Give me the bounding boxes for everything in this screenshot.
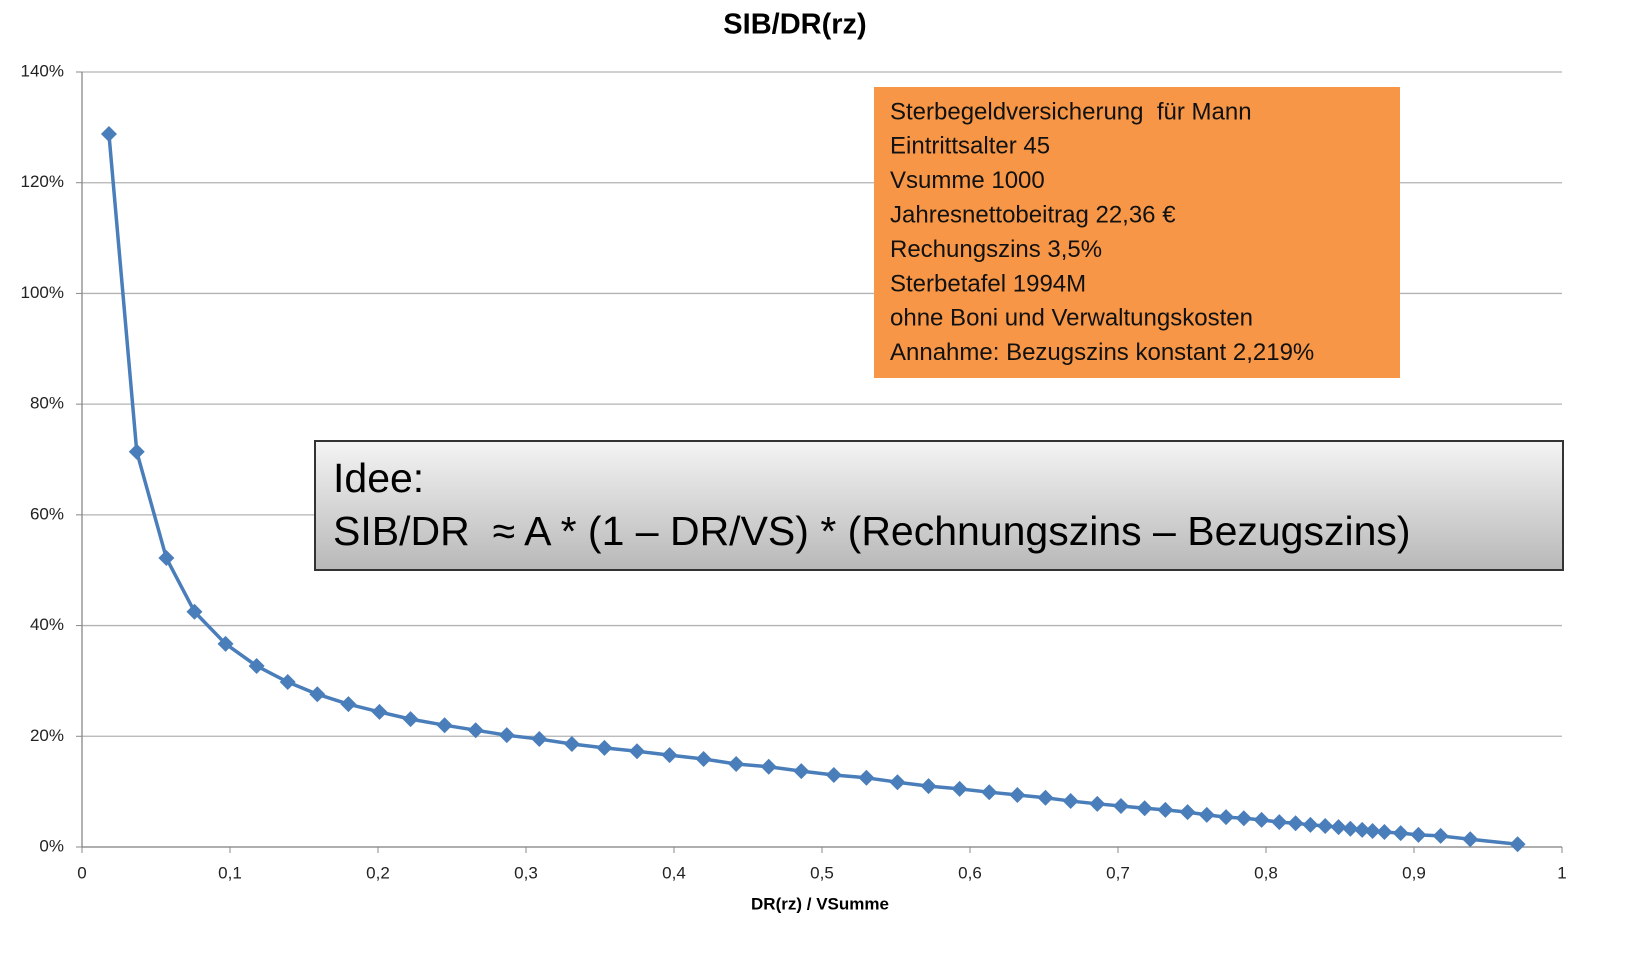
marker <box>1432 827 1449 844</box>
marker <box>1218 809 1235 826</box>
plot <box>100 126 1526 853</box>
marker <box>563 736 580 753</box>
marker <box>100 126 117 142</box>
marker <box>498 727 515 744</box>
marker <box>1376 824 1393 841</box>
marker <box>858 769 875 786</box>
x-axis-label: DR(rz) / VSumme <box>751 894 889 913</box>
marker <box>1253 811 1270 828</box>
marker <box>158 550 175 567</box>
marker <box>1037 789 1054 806</box>
annotations: Sterbegeldversicherung für Mann Eintritts… <box>333 98 1411 553</box>
marker <box>981 784 998 801</box>
x-tick-label: 0,3 <box>514 863 538 882</box>
marker <box>1009 786 1026 803</box>
info-line: Annahme: Bezugszins konstant 2,219% <box>890 339 1314 366</box>
y-tick-label: 0% <box>39 836 64 855</box>
marker <box>436 717 453 734</box>
y-tick-label: 140% <box>21 61 64 80</box>
marker <box>279 674 296 691</box>
marker <box>1235 810 1252 827</box>
marker <box>596 739 613 756</box>
marker <box>309 686 326 703</box>
marker <box>1157 801 1174 818</box>
marker <box>728 755 745 772</box>
marker <box>1112 798 1129 815</box>
marker <box>793 763 810 780</box>
y-tick-label: 40% <box>30 615 64 634</box>
marker <box>467 722 484 739</box>
marker <box>1330 819 1347 836</box>
info-box <box>874 87 1400 378</box>
marker <box>629 743 645 760</box>
x-tick-label: 0,8 <box>1254 863 1278 882</box>
marker <box>1410 826 1427 843</box>
marker <box>1287 815 1304 832</box>
marker <box>186 603 203 620</box>
marker <box>661 747 678 764</box>
x-tick-label: 0 <box>77 863 86 882</box>
marker <box>1462 831 1479 848</box>
idea-box <box>314 440 1564 571</box>
marker <box>1062 793 1079 810</box>
info-line: Rechungszins 3,5% <box>890 236 1102 263</box>
marker <box>1089 795 1106 812</box>
y-tick-label: 120% <box>21 172 64 191</box>
marker <box>1317 817 1334 834</box>
marker <box>951 780 968 797</box>
x-tick-label: 0,9 <box>1402 863 1426 882</box>
x-tick-label: 0,1 <box>218 863 242 882</box>
marker <box>402 711 419 728</box>
marker <box>695 750 712 767</box>
marker <box>1342 820 1359 837</box>
marker <box>1179 804 1196 821</box>
y-tick-label: 60% <box>30 504 64 523</box>
marker <box>1364 822 1381 839</box>
marker <box>1198 806 1215 823</box>
info-line: Sterbegeldversicherung für Mann <box>890 98 1252 125</box>
idea-line: SIB/DR ≈ A * (1 – DR/VS) * (Rechnungszin… <box>333 508 1411 554</box>
marker <box>889 774 906 791</box>
y-tick-label: 20% <box>30 726 64 745</box>
marker <box>760 758 777 775</box>
marker <box>920 778 937 795</box>
marker <box>340 696 357 713</box>
x-tick-label: 0,4 <box>662 863 686 882</box>
x-tick-label: 1 <box>1557 863 1566 882</box>
info-line: Jahresnettobeitrag 22,36 € <box>890 202 1176 229</box>
marker <box>1392 825 1409 842</box>
marker <box>371 703 388 720</box>
chart-title: SIB/DR(rz) <box>723 9 866 41</box>
marker <box>248 657 265 674</box>
marker <box>1302 816 1319 833</box>
marker <box>1509 836 1526 853</box>
info-line: ohne Boni und Verwaltungskosten <box>890 305 1253 332</box>
x-tick-label: 0,7 <box>1106 863 1130 882</box>
marker <box>217 635 234 652</box>
marker <box>531 731 548 748</box>
info-line: Vsumme 1000 <box>890 167 1045 194</box>
marker <box>1136 800 1153 817</box>
y-tick-label: 80% <box>30 394 64 413</box>
info-line: Eintrittsalter 45 <box>890 133 1050 160</box>
marker <box>128 443 145 460</box>
x-tick-label: 0,5 <box>810 863 834 882</box>
marker <box>1271 814 1288 831</box>
x-tick-label: 0,6 <box>958 863 982 882</box>
x-tick-label: 0,2 <box>366 863 390 882</box>
info-line: Sterbetafel 1994M <box>890 270 1086 297</box>
marker <box>1354 821 1371 838</box>
y-tick-label: 100% <box>21 283 64 302</box>
marker <box>825 767 842 784</box>
idea-line: Idee: <box>333 455 424 501</box>
